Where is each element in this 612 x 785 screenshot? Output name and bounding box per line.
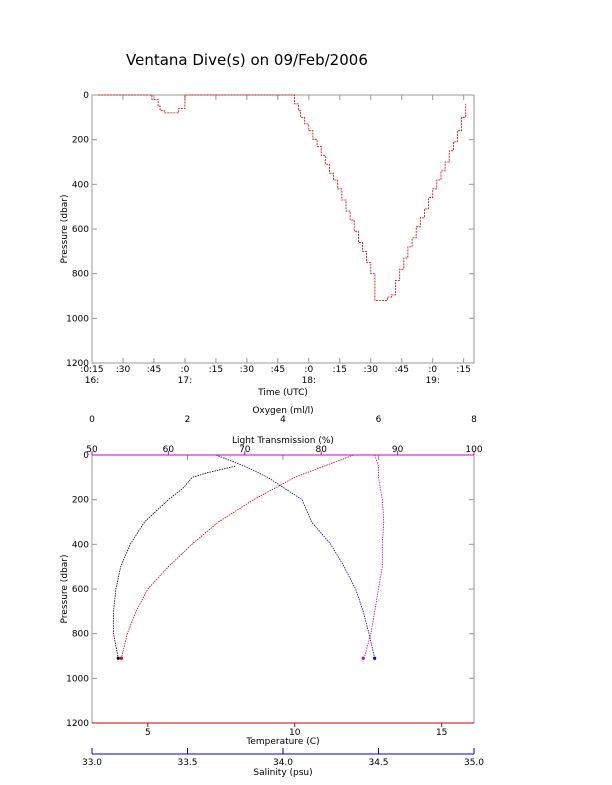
transmission-tick-label: 80 [315, 445, 327, 455]
transmission-tick-label: 70 [239, 445, 251, 455]
chart-title: Ventana Dive(s) on 09/Feb/2006 [126, 51, 368, 69]
transmission-profile-end-point [361, 656, 365, 660]
top-y-axis: 0 200 400 600 800 1000 1200 [66, 91, 474, 369]
x-tick-label: :0 [181, 365, 190, 375]
y-tick-label: 400 [72, 540, 89, 550]
x-tick-label: :30 [240, 365, 255, 375]
x-tick-hour-label: 17: [178, 376, 192, 386]
y-tick-label: 800 [72, 270, 89, 280]
temperature-profile-line [121, 454, 354, 659]
pressure-series-line [98, 94, 467, 301]
y-tick-label: 600 [72, 225, 89, 235]
y-tick-label: 1200 [66, 359, 89, 369]
salinity-profile-line [215, 454, 376, 659]
oxygen-tick-label: 2 [185, 415, 191, 425]
transmission-tick-label: 90 [392, 445, 404, 455]
x-tick-label: :0 [428, 365, 437, 375]
oxygen-tick-label: 6 [376, 415, 382, 425]
top-series-group [98, 94, 467, 301]
y-tick-label: 600 [72, 585, 89, 595]
y-tick-label: 0 [83, 451, 89, 461]
transmission-tick-label: 60 [163, 445, 175, 455]
salinity-tick-label: 34.5 [368, 758, 388, 768]
oxygen-tick-label: 8 [471, 415, 477, 425]
x-tick-label: :15 [456, 365, 470, 375]
y-tick-label: 1200 [66, 719, 89, 729]
salinity-tick-label: 35.0 [464, 758, 484, 768]
salinity-tick-label: 34.0 [273, 758, 293, 768]
bottom-y-axis-label: Pressure (dbar) [60, 555, 70, 624]
x-tick-label: :15 [209, 365, 223, 375]
oxygen-tick-label: 4 [280, 415, 286, 425]
oxygen-axis-label: Oxygen (ml/l) [252, 406, 313, 416]
x-tick-label: :30 [116, 365, 131, 375]
salinity-tick-label: 33.0 [82, 758, 102, 768]
salinity-axis: 33.0 33.5 34.0 34.5 35.0 [82, 748, 484, 768]
salinity-profile-end-point [373, 656, 377, 660]
y-tick-label: 800 [72, 630, 89, 640]
bottom-series-group [113, 454, 385, 660]
temperature-tick-label: 5 [145, 728, 151, 738]
oxygen-axis: 0 2 4 6 8 [89, 415, 477, 460]
temperature-axis: 5 10 15 [92, 722, 474, 738]
oxygen-profile-line [113, 465, 236, 659]
x-tick-hour-label: 19: [425, 376, 439, 386]
oxygen-profile-end-point [116, 656, 120, 660]
top-plot-frame [91, 94, 475, 364]
x-tick-label: :45 [271, 365, 285, 375]
temperature-tick-label: 15 [436, 728, 447, 738]
transmission-tick-label: 50 [86, 445, 98, 455]
transmission-axis-label: Light Transmission (%) [232, 436, 334, 446]
transmission-tick-label: 100 [465, 445, 482, 455]
y-tick-label: 1000 [66, 674, 89, 684]
oxygen-tick-label: 0 [89, 415, 95, 425]
transmission-profile-line [362, 454, 385, 659]
temperature-tick-label: 10 [289, 728, 301, 738]
bottom-plot-frame [91, 454, 475, 724]
salinity-tick-label: 33.5 [177, 758, 197, 768]
y-tick-label: 200 [72, 136, 89, 146]
y-tick-label: 400 [72, 180, 89, 190]
x-tick-label: :45 [147, 365, 161, 375]
temperature-axis-label: Temperature (C) [245, 737, 319, 747]
top-x-axis-label: Time (UTC) [257, 388, 308, 398]
temperature-profile-end-point [119, 656, 123, 660]
salinity-axis-label: Salinity (psu) [253, 768, 312, 778]
transmission-axis: 50 60 70 80 90 100 [86, 445, 483, 456]
y-tick-label: 200 [72, 496, 89, 506]
top-y-axis-label: Pressure (dbar) [60, 195, 70, 264]
bottom-y-axis: 0 200 400 600 800 1000 1200 [66, 451, 474, 729]
y-tick-label: 1000 [66, 314, 89, 324]
x-tick-label: :30 [364, 365, 379, 375]
x-tick-hour-label: 16: [85, 376, 99, 386]
y-tick-label: 0 [83, 91, 89, 101]
x-tick-label: :0:15 [80, 365, 103, 375]
x-tick-hour-label: 18: [302, 376, 316, 386]
x-tick-label: :0 [304, 365, 313, 375]
x-tick-label: :15 [333, 365, 347, 375]
x-tick-label: :45 [394, 365, 408, 375]
